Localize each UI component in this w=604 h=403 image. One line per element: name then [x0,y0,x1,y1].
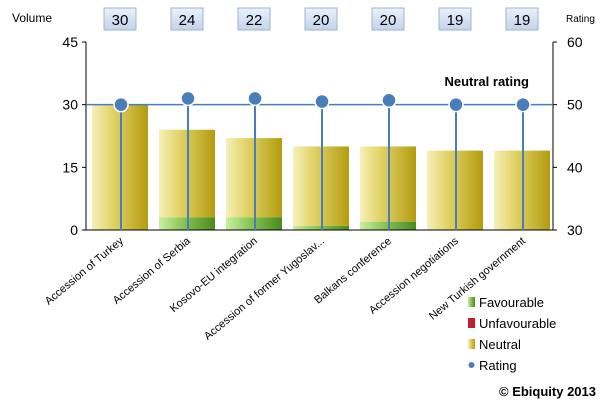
neutral-rating-annotation: Neutral rating [444,74,529,89]
rating-point [314,93,330,110]
volume-labels: 30 24 22 20 20 19 19 [103,7,539,31]
right-tick-label: 50 [567,97,583,113]
right-tick-label: 30 [567,222,583,238]
volume-box [103,7,137,31]
rating-point [180,90,196,107]
legend: Favourable Unfavourable Neutral Rating [468,295,556,373]
right-tick-label: 60 [567,34,583,50]
rating-point [247,90,263,107]
volume-label: 19 [514,12,531,29]
volume-box [170,7,204,31]
right-tick-label: 40 [567,159,583,175]
volume-label: 24 [179,12,196,29]
legend-label-rating: Rating [479,358,517,373]
legend-label-neutral: Neutral [479,337,521,352]
volume-label: 20 [380,12,397,29]
left-tick-label: 30 [62,97,78,113]
legend-swatch-neutral [468,339,475,349]
right-axis-ticks: 30 40 50 60 [553,34,583,238]
volume-box [237,7,271,31]
left-tick-label: 45 [62,34,78,50]
left-axis-ticks: 0 15 30 45 [62,34,86,238]
rating-series [113,90,531,230]
x-tick-label: Accession of former Yugoslav... [202,235,327,343]
legend-swatch-unfavourable [468,318,475,328]
volume-box [438,7,472,31]
volume-label: 20 [313,12,330,29]
legend-swatch-favourable [468,297,475,307]
legend-label-favourable: Favourable [479,295,544,310]
rating-point [448,96,464,113]
rating-point [515,96,531,113]
volume-label: 30 [112,12,129,29]
rating-point [381,92,397,109]
volume-label: 19 [447,12,464,29]
volume-label: 22 [246,12,263,29]
left-tick-label: 0 [70,222,78,238]
left-axis-label: Volume [12,11,52,25]
left-tick-label: 15 [62,159,78,175]
rating-point [113,96,129,113]
volume-box [371,7,405,31]
legend-marker-rating [468,362,475,368]
volume-box [505,7,539,31]
right-axis-label: Rating [566,14,595,25]
volume-box [304,7,338,31]
copyright-credit: © Ebiquity 2013 [499,384,596,399]
legend-label-unfavourable: Unfavourable [479,316,556,331]
